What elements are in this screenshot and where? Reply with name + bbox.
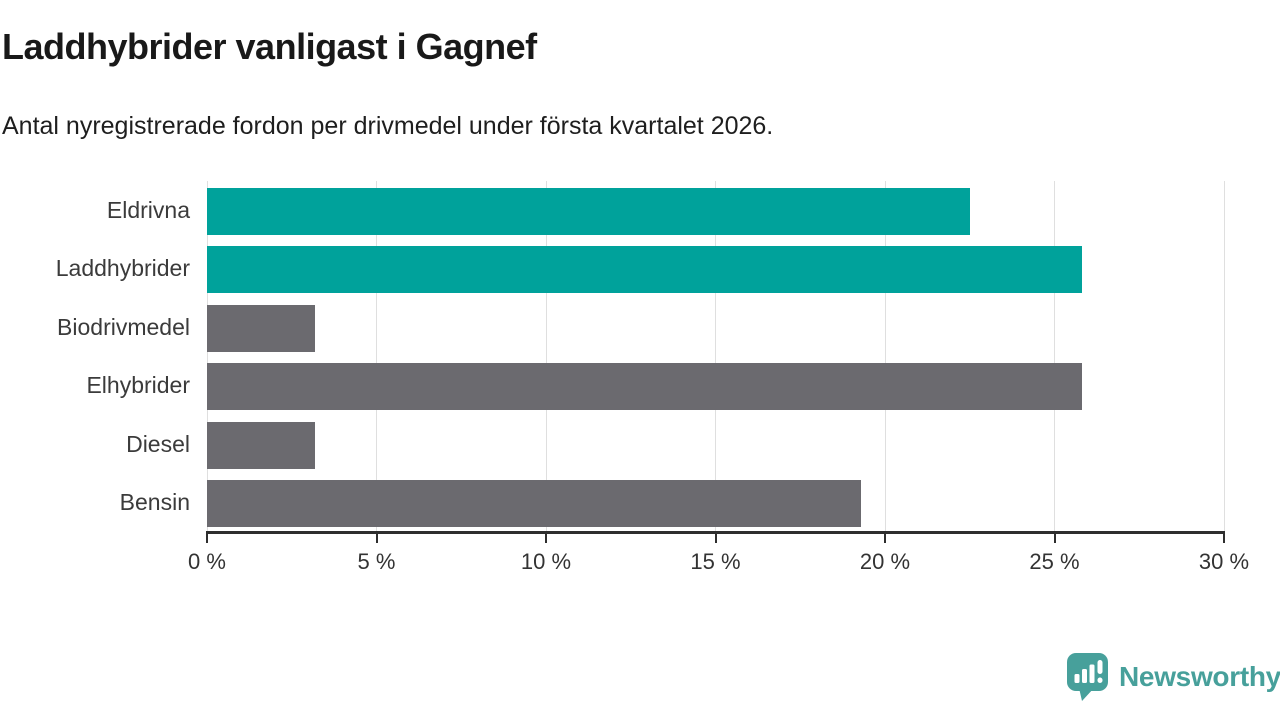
gridline — [545, 181, 547, 531]
newsworthy-logo-icon — [1067, 653, 1108, 701]
x-axis-tick — [1223, 534, 1225, 543]
category-label: Laddhybrider — [55, 255, 190, 282]
category-label: Diesel — [126, 430, 190, 457]
chart-subtitle: Antal nyregistrerade fordon per drivmede… — [2, 112, 774, 140]
bar-elhybrider — [207, 363, 1082, 411]
x-axis-tick — [714, 534, 717, 543]
brand-footer: Newsworthy — [1066, 652, 1280, 702]
gridline — [1223, 181, 1225, 531]
gridline — [715, 181, 716, 531]
bar-laddhybrider — [207, 246, 1082, 294]
gridline — [206, 181, 208, 531]
chart-title: Laddhybrider vanligast i Gagnef — [2, 26, 537, 67]
gridline — [884, 181, 886, 531]
x-axis-tick-label: 30 % — [1198, 549, 1250, 574]
bar-diesel — [207, 421, 316, 469]
category-label: Elhybrider — [86, 372, 190, 399]
x-axis-tick-label: 5 % — [357, 549, 396, 574]
x-axis-tick-label: 10 % — [520, 549, 572, 574]
category-label: Biodrivmedel — [57, 313, 190, 340]
x-axis-line — [206, 531, 1225, 534]
x-axis-tick — [545, 534, 547, 543]
category-label: Bensin — [119, 489, 190, 515]
x-axis-tick — [206, 534, 208, 543]
x-axis-tick-label: 0 % — [188, 549, 226, 574]
gridline — [1054, 181, 1055, 531]
x-axis-tick-label: 25 % — [1029, 549, 1080, 574]
category-label: Eldrivna — [106, 197, 190, 223]
x-axis-tick — [375, 534, 378, 543]
bar-bensin — [207, 480, 862, 527]
bar-chart: Eldrivna Laddhybrider Biodrivmedel Elhybrid… — [55, 181, 1250, 574]
x-axis-tick-label: 15 % — [690, 549, 741, 574]
x-axis-tick — [884, 534, 886, 543]
x-axis-tick-label: 20 % — [859, 549, 911, 574]
x-axis-tick — [1053, 534, 1056, 543]
bar-biodrivmedel — [207, 304, 316, 352]
gridline — [376, 181, 377, 531]
bar-eldrivna — [207, 188, 970, 235]
brand-name: Newsworthy — [1119, 661, 1280, 692]
